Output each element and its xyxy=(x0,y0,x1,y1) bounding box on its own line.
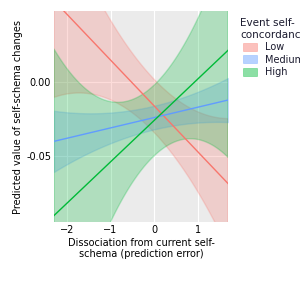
Legend: Low, Medium, High: Low, Medium, High xyxy=(238,16,300,79)
Y-axis label: Predicted value of self-schema changes: Predicted value of self-schema changes xyxy=(14,20,23,214)
X-axis label: Dissociation from current self-
schema (prediction error): Dissociation from current self- schema (… xyxy=(68,238,214,259)
